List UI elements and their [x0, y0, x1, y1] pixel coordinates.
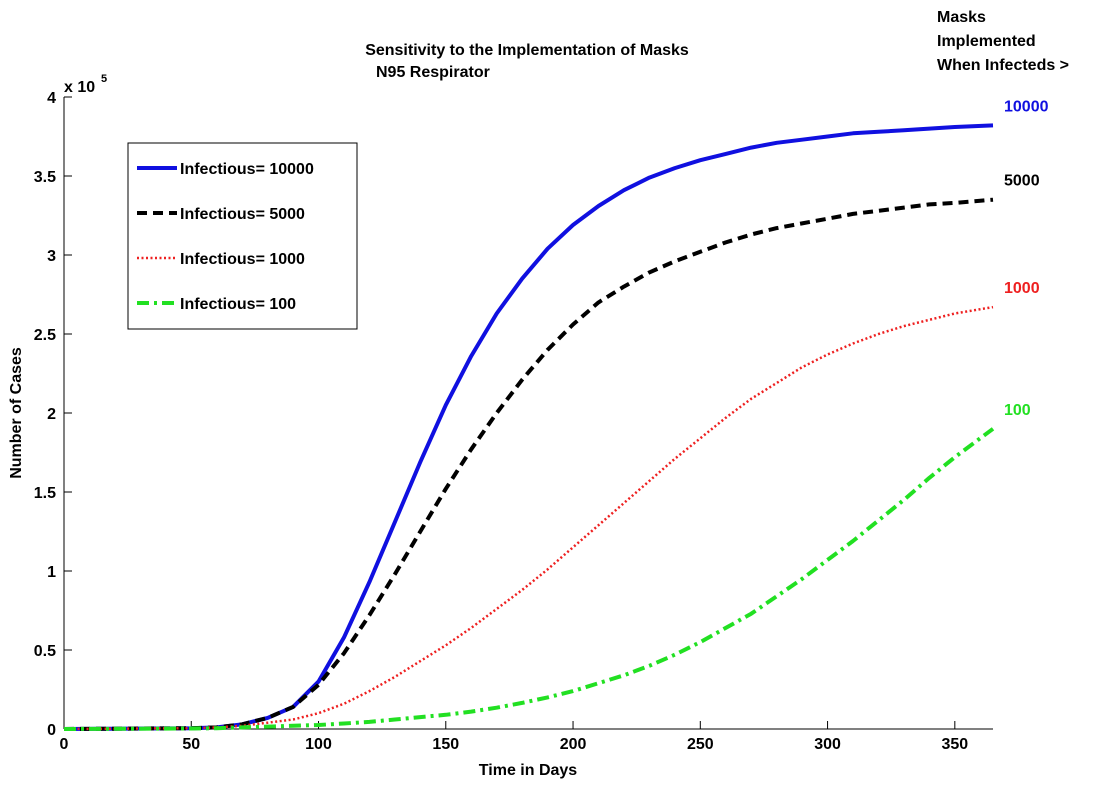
legend-label-1: Infectious= 5000: [180, 206, 305, 223]
y-tick-label: 4: [47, 90, 56, 107]
x-tick-label: 250: [687, 736, 714, 753]
y-axis-label: Number of Cases: [8, 347, 25, 479]
end-label-1: 5000: [1004, 173, 1040, 190]
y-tick-label: 0.5: [34, 643, 56, 660]
chart-title: Sensitivity to the Implementation of Mas…: [365, 42, 689, 59]
x-tick-label: 100: [305, 736, 332, 753]
y-tick-label: 0: [47, 722, 56, 739]
y-tick-label: 1: [47, 564, 56, 581]
x-tick-label: 50: [182, 736, 200, 753]
x-tick-label: 200: [560, 736, 587, 753]
x-tick-label: 0: [60, 736, 69, 753]
series-lines: [63, 123, 995, 731]
annotation-line-1: Masks: [937, 9, 986, 26]
legend-label-2: Infectious= 1000: [180, 251, 305, 268]
legend-label-3: Infectious= 100: [180, 296, 296, 313]
end-labels: 10000 5000 1000 100: [1004, 98, 1049, 418]
y-tick-label: 2: [47, 406, 56, 423]
y-exponent-base: x 10: [64, 79, 95, 96]
y-tick-label: 2.5: [34, 327, 56, 344]
x-tick-label: 350: [941, 736, 968, 753]
end-label-0: 10000: [1004, 98, 1049, 115]
y-tick-label: 3.5: [34, 169, 56, 186]
legend-box: [127, 142, 358, 330]
y-exponent-power: 5: [101, 73, 107, 85]
series-line-1: [63, 197, 994, 731]
annotation-line-3: When Infecteds >: [937, 57, 1069, 74]
chart-subtitle: N95 Respirator: [376, 64, 490, 81]
x-tick-label: 150: [432, 736, 459, 753]
x-axis-label: Time in Days: [479, 762, 578, 779]
annotation-line-2: Implemented: [937, 33, 1036, 50]
legend: Infectious= 10000 Infectious= 5000 Infecti…: [127, 142, 358, 330]
axis-ticks: 0 50 100 150 200 250 300 350 0 0.5 1 1.5 2 2.5 3 3.5 4: [34, 90, 969, 753]
y-tick-label: 3: [47, 248, 56, 265]
end-label-3: 100: [1004, 402, 1031, 419]
y-tick-label: 1.5: [34, 485, 56, 502]
series-line-3: [63, 427, 995, 731]
end-label-2: 1000: [1004, 280, 1040, 297]
x-tick-label: 300: [814, 736, 841, 753]
legend-label-0: Infectious= 10000: [180, 161, 314, 178]
